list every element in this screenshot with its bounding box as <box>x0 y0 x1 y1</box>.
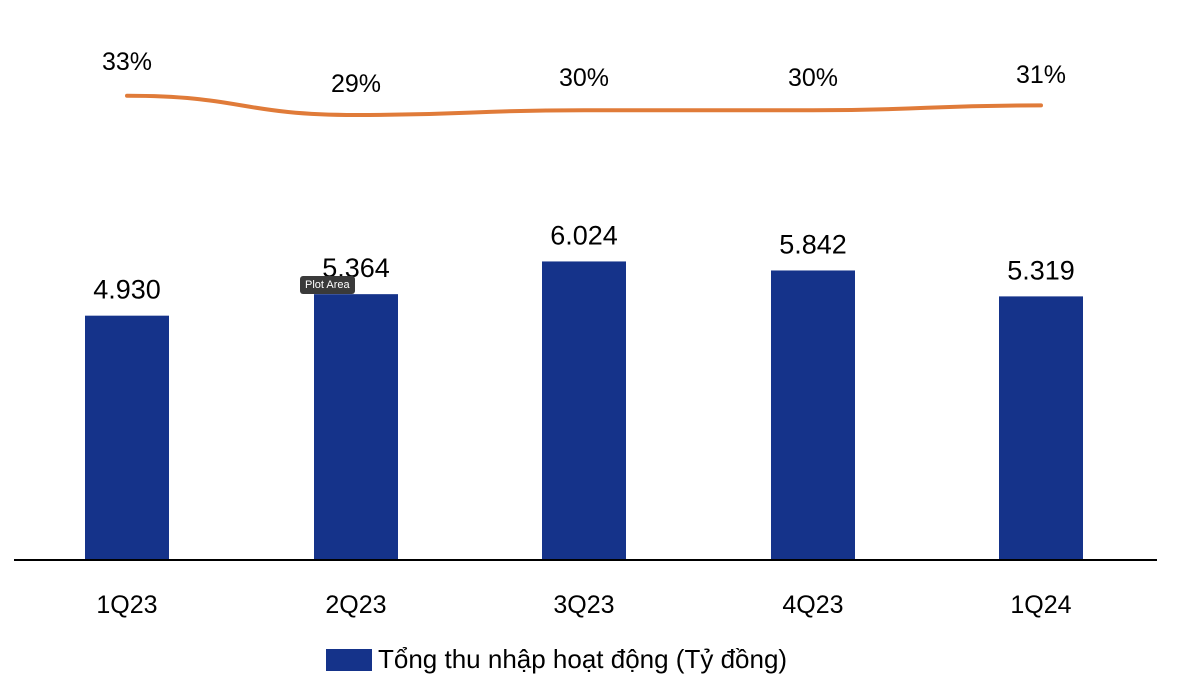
ratio-line[interactable] <box>125 93 1043 118</box>
ratio-value-label: 33% <box>102 48 152 76</box>
plot-area-tooltip: Plot Area <box>300 276 355 294</box>
category-label-1q24: 1Q24 <box>1010 591 1071 619</box>
category-label-4q23: 4Q23 <box>782 591 843 619</box>
category-label-3q23: 3Q23 <box>553 591 614 619</box>
category-labels-layer: 1Q23 2Q23 3Q23 4Q23 1Q24 <box>96 591 1071 619</box>
bar-value-label: 4.930 <box>93 275 161 305</box>
bar-1q23[interactable] <box>85 315 169 560</box>
bar-value-label: 5.842 <box>779 229 847 259</box>
bars-layer <box>85 261 1083 560</box>
pct-labels-layer: 33% 29% 30% 30% 31% <box>102 48 1066 98</box>
ratio-value-label: 29% <box>331 70 381 98</box>
line-layer <box>125 93 1043 118</box>
bar-4q23[interactable] <box>771 270 855 560</box>
ratio-value-label: 30% <box>559 64 609 92</box>
category-label-1q23: 1Q23 <box>96 591 157 619</box>
legend[interactable]: Tổng thu nhập hoạt động (Tỷ đồng) <box>326 644 787 675</box>
ratio-value-label: 31% <box>1016 61 1066 89</box>
bar-value-label: 6.024 <box>550 220 618 250</box>
bar-2q23[interactable] <box>314 294 398 560</box>
legend-label: Tổng thu nhập hoạt động (Tỷ đồng) <box>378 644 788 674</box>
bar-value-label: 5.319 <box>1007 255 1075 285</box>
bar-3q23[interactable] <box>542 261 626 560</box>
category-label-2q23: 2Q23 <box>325 591 386 619</box>
ratio-value-label: 30% <box>788 64 838 92</box>
legend-swatch <box>326 648 372 671</box>
bar-1q24[interactable] <box>999 296 1083 560</box>
